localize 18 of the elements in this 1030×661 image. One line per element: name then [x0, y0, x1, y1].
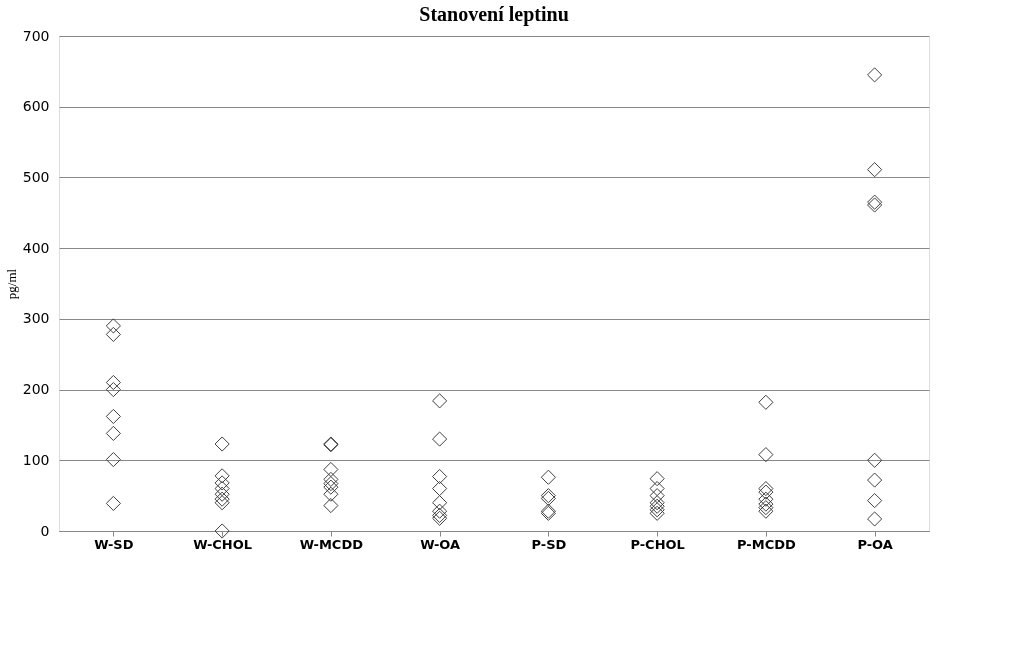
x-tick-label: P-SD	[531, 536, 567, 552]
x-tick-label: W-CHOL	[193, 536, 253, 552]
x-tick-label: W-SD	[94, 536, 134, 552]
y-tick-label: 400	[22, 239, 50, 256]
x-tick-label: W-MCDD	[299, 536, 364, 552]
y-tick-label: 700	[22, 27, 50, 44]
x-tick-label: P-MCDD	[736, 536, 796, 552]
x-tick-label: P-OA	[857, 536, 893, 552]
y-tick-label: 200	[22, 381, 50, 398]
y-tick-label: 0	[40, 522, 50, 539]
x-tick-label: P-CHOL	[630, 536, 685, 552]
chart-title: Stanovení leptinu	[419, 3, 569, 26]
y-tick-label: 300	[22, 310, 50, 327]
y-tick-label: 500	[22, 168, 50, 185]
y-axis-title: pg/ml	[3, 268, 19, 300]
y-tick-label: 100	[22, 451, 50, 468]
y-tick-label: 600	[22, 98, 50, 115]
x-tick-label: W-OA	[420, 536, 461, 552]
